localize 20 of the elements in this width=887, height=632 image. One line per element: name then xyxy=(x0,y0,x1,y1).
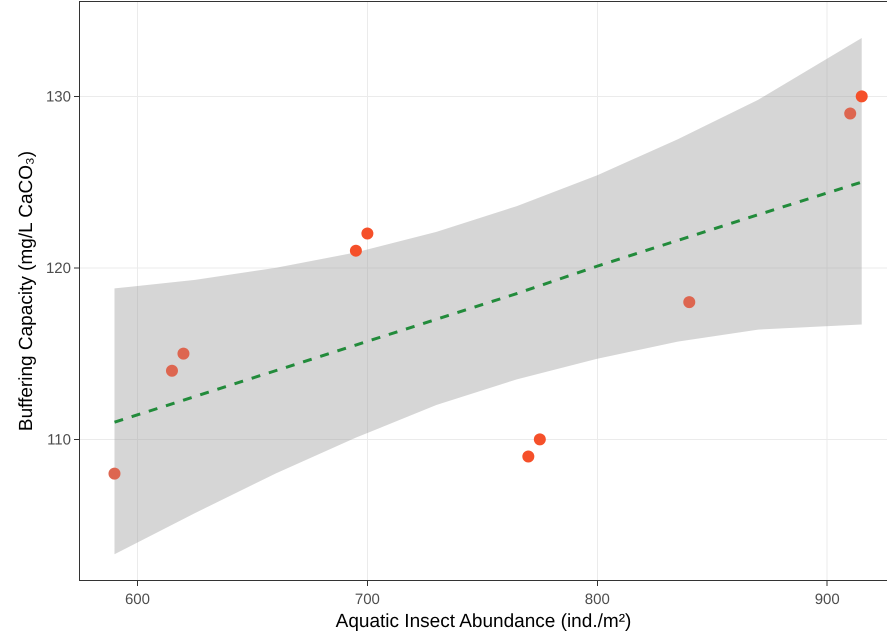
point xyxy=(844,107,856,120)
y-tick-label: 110 xyxy=(47,432,71,449)
point xyxy=(166,364,178,377)
y-tick-label: 130 xyxy=(46,88,71,106)
x-axis-title: Aquatic Insect Abundance (ind./m²) xyxy=(336,610,632,632)
point xyxy=(361,228,374,240)
point xyxy=(522,450,534,463)
x-tick-label: 600 xyxy=(124,591,150,608)
point xyxy=(108,468,120,480)
x-tick-label: 800 xyxy=(584,591,610,608)
y-axis-title: Buffering Capacity (mg/L CaCO₃) xyxy=(16,150,37,432)
point xyxy=(534,433,546,446)
line-series xyxy=(112,180,864,424)
x-tick-label: 700 xyxy=(354,591,380,608)
point xyxy=(350,244,362,257)
point xyxy=(856,90,868,102)
x-tick-label: 900 xyxy=(814,591,840,608)
point xyxy=(683,296,696,308)
y-tick-label: 120 xyxy=(46,260,71,278)
point xyxy=(177,348,190,360)
